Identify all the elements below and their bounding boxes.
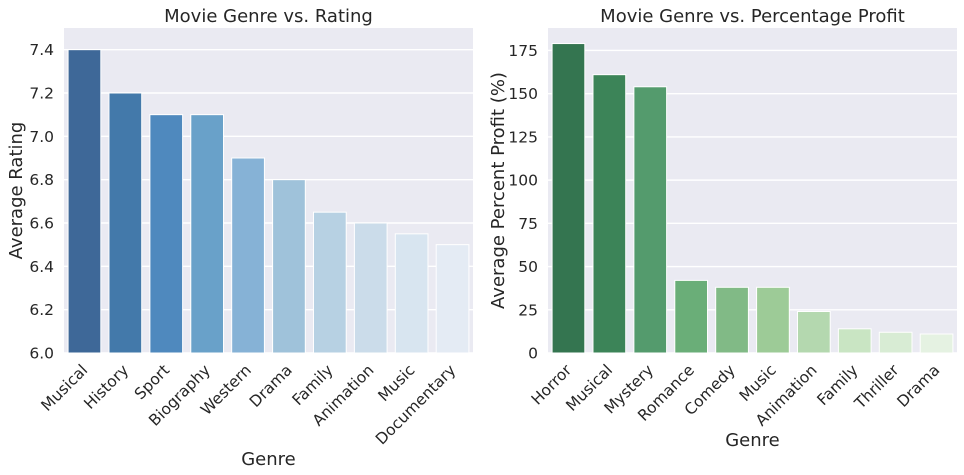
profit-bar-romance (674, 279, 709, 354)
profit-bar-mystery (633, 86, 668, 354)
profit-bar-family (837, 328, 872, 354)
profit-y-tick-label: 150 (508, 85, 538, 103)
profit-y-tick-label: 0 (528, 345, 538, 363)
rating-bar-music (394, 233, 429, 354)
rating-y-tick-label: 7.0 (29, 128, 54, 146)
rating-bar-animation (353, 222, 388, 354)
profit-y-tick-label: 125 (508, 128, 538, 146)
profit-y-tick-label: 50 (518, 258, 538, 276)
profit-y-tick-label: 25 (518, 301, 538, 319)
profit-bar-music (756, 286, 790, 354)
profit-bar-thriller (878, 331, 913, 354)
profit-y-tick-label: 175 (508, 42, 538, 60)
rating-y-tick-label: 6.4 (29, 258, 54, 276)
rating-y-axis-label: Average Rating (6, 122, 27, 260)
rating-bar-documentary (435, 244, 470, 354)
rating-y-tick-label: 7.4 (29, 41, 54, 59)
rating-bar-musical (67, 49, 102, 354)
profit-x-tick-label: Thriller (851, 361, 903, 413)
rating-bar-family (312, 211, 347, 354)
rating-bar-biography (190, 114, 225, 354)
rating-bar-western (231, 157, 265, 354)
profit-bar-horror (551, 43, 586, 354)
profit-bar-musical (592, 74, 627, 354)
rating-x-axis-label: Genre (241, 449, 296, 470)
profit-y-tick-label: 75 (518, 215, 538, 233)
rating-x-tick-label: Musical (38, 361, 92, 415)
rating-y-tick-label: 6.0 (29, 345, 54, 363)
profit-y-axis-label: Average Percent Profit (%) (488, 72, 509, 309)
profit-bar-animation (796, 311, 831, 354)
rating-y-tick-label: 6.8 (29, 171, 54, 189)
rating-x-tick-label: Drama (246, 361, 296, 411)
profit-x-axis-label: Genre (725, 430, 780, 451)
profit-bar-drama (919, 333, 954, 354)
rating-chart-title: Movie Genre vs. Rating (164, 6, 373, 27)
rating-chart: 6.06.26.46.66.87.07.27.4 MusicalHistoryS… (6, 6, 473, 470)
rating-y-tick-label: 6.2 (29, 301, 54, 319)
profit-x-tick-label: Drama (894, 361, 944, 411)
profit-y-tick-label: 100 (508, 172, 538, 190)
rating-x-tick-label: History (80, 361, 132, 413)
rating-y-tick-label: 6.6 (29, 215, 54, 233)
profit-bar-comedy (715, 286, 749, 354)
rating-y-tick-label: 7.2 (29, 85, 54, 103)
rating-bar-sport (149, 114, 184, 354)
rating-bar-history (108, 92, 143, 354)
rating-bar-drama (272, 179, 306, 354)
profit-chart-title: Movie Genre vs. Percentage Profit (600, 6, 905, 27)
